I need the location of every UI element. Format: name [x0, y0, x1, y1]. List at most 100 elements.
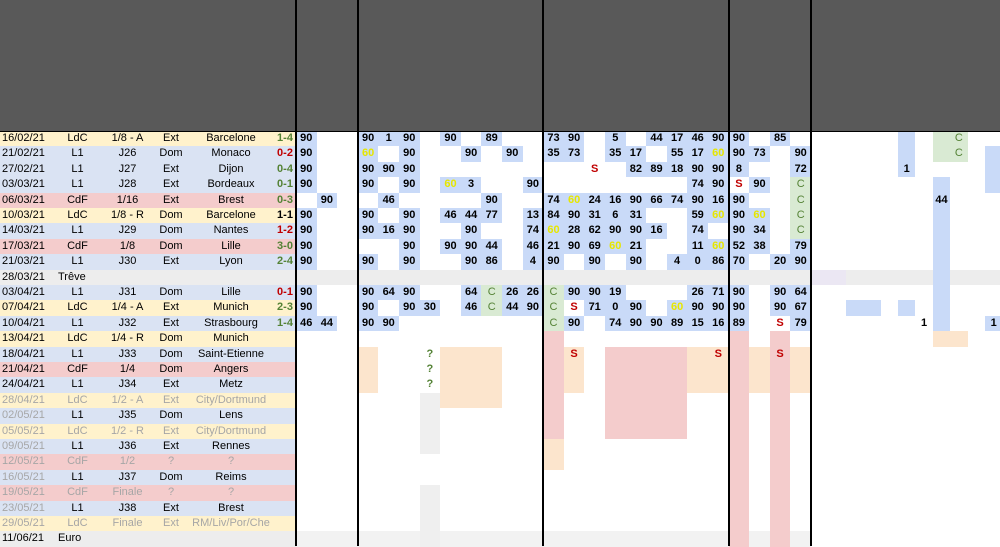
player-cell[interactable] [728, 531, 750, 547]
player-cell[interactable] [811, 192, 829, 208]
player-cell[interactable]: 17 [687, 146, 708, 162]
player-cell[interactable] [769, 192, 791, 208]
player-cell[interactable] [915, 516, 933, 532]
player-cell[interactable] [440, 300, 461, 316]
player-cell[interactable]: 90 [625, 192, 647, 208]
player-cell[interactable] [985, 469, 1000, 486]
player-cell[interactable] [605, 161, 626, 178]
player-cell[interactable] [543, 269, 564, 285]
player-cell[interactable]: ? [419, 362, 441, 378]
player-cell[interactable] [687, 346, 708, 362]
player-cell[interactable] [605, 469, 626, 486]
player-cell[interactable] [915, 362, 933, 378]
player-cell[interactable] [790, 423, 811, 439]
player-cell[interactable] [915, 377, 933, 393]
player-cell[interactable] [898, 485, 916, 501]
player-cell[interactable] [399, 439, 420, 455]
player-cell[interactable] [845, 377, 864, 393]
player-cell[interactable] [337, 346, 358, 362]
player-cell[interactable] [915, 300, 933, 316]
player-cell[interactable] [481, 269, 502, 285]
player-cell[interactable] [985, 269, 1000, 285]
player-cell[interactable]: 60 [563, 192, 585, 208]
player-cell[interactable] [845, 131, 864, 147]
player-cell[interactable] [880, 500, 898, 516]
player-cell[interactable] [811, 500, 829, 516]
player-cell[interactable] [985, 254, 1000, 270]
player-cell[interactable] [749, 161, 770, 178]
player-cell[interactable] [337, 500, 358, 516]
player-cell[interactable] [845, 331, 864, 347]
player-cell[interactable] [708, 516, 729, 532]
player-cell[interactable]: 90 [378, 161, 399, 178]
player-cell[interactable] [316, 161, 338, 178]
player-cell[interactable] [790, 469, 811, 486]
player-cell[interactable]: 35 [605, 146, 626, 162]
match-opponent[interactable]: Saint-Etienne [188, 346, 274, 362]
player-cell[interactable] [915, 346, 933, 362]
player-cell[interactable]: 74 [522, 223, 544, 239]
player-cell[interactable] [399, 192, 420, 208]
player-cell[interactable] [728, 485, 750, 501]
player-cell[interactable] [967, 408, 985, 424]
player-cell[interactable]: 38 [749, 238, 770, 255]
player-cell[interactable] [357, 439, 379, 455]
player-cell[interactable] [898, 285, 916, 301]
player-cell[interactable] [646, 469, 667, 486]
player-cell[interactable] [419, 454, 441, 470]
player-cell[interactable] [769, 377, 791, 393]
player-cell[interactable] [584, 146, 605, 162]
player-cell[interactable] [399, 269, 420, 285]
player-cell[interactable] [378, 408, 399, 424]
player-cell[interactable] [646, 285, 667, 301]
player-cell[interactable] [863, 254, 881, 270]
player-cell[interactable] [378, 377, 399, 393]
player-cell[interactable] [950, 423, 968, 439]
player-cell[interactable] [316, 392, 338, 409]
player-cell[interactable] [863, 300, 881, 316]
player-cell[interactable] [646, 408, 667, 424]
player-cell[interactable] [728, 331, 750, 347]
player-cell[interactable] [811, 331, 829, 347]
player-cell[interactable] [543, 362, 564, 378]
player-cell[interactable] [357, 516, 379, 532]
player-cell[interactable] [605, 346, 626, 362]
player-cell[interactable] [863, 408, 881, 424]
player-cell[interactable]: 16 [378, 223, 399, 239]
player-cell[interactable]: 74 [543, 192, 564, 208]
player-cell[interactable]: 90 [460, 223, 482, 239]
player-cell[interactable] [915, 238, 933, 255]
player-cell[interactable]: 90 [790, 146, 811, 162]
player-cell[interactable]: 90 [625, 300, 647, 316]
player-cell[interactable]: 90 [357, 223, 379, 239]
player-cell[interactable] [399, 331, 420, 347]
player-cell[interactable] [749, 300, 770, 316]
player-cell[interactable] [440, 161, 461, 178]
player-cell[interactable]: 16 [605, 192, 626, 208]
player-cell[interactable] [440, 315, 461, 332]
player-cell[interactable] [687, 392, 708, 409]
player-cell[interactable] [502, 238, 523, 255]
player-cell[interactable] [811, 392, 829, 409]
player-cell[interactable] [337, 300, 358, 316]
player-cell[interactable] [898, 346, 916, 362]
player-cell[interactable] [357, 531, 379, 547]
player-cell[interactable]: 59 [687, 208, 708, 224]
player-cell[interactable] [646, 254, 667, 270]
player-cell[interactable] [687, 377, 708, 393]
player-cell[interactable] [950, 454, 968, 470]
player-cell[interactable] [605, 516, 626, 532]
player-cell[interactable] [605, 331, 626, 347]
player-cell[interactable]: 90 [378, 315, 399, 332]
player-cell[interactable]: 0 [605, 300, 626, 316]
player-cell[interactable] [932, 362, 951, 378]
player-cell[interactable] [522, 269, 544, 285]
player-cell[interactable] [666, 408, 688, 424]
player-cell[interactable] [563, 177, 585, 193]
player-cell[interactable] [522, 346, 544, 362]
player-cell[interactable] [728, 392, 750, 409]
player-cell[interactable] [419, 331, 441, 347]
player-cell[interactable] [749, 315, 770, 332]
player-cell[interactable]: 90 [296, 131, 317, 147]
player-cell[interactable] [790, 362, 811, 378]
